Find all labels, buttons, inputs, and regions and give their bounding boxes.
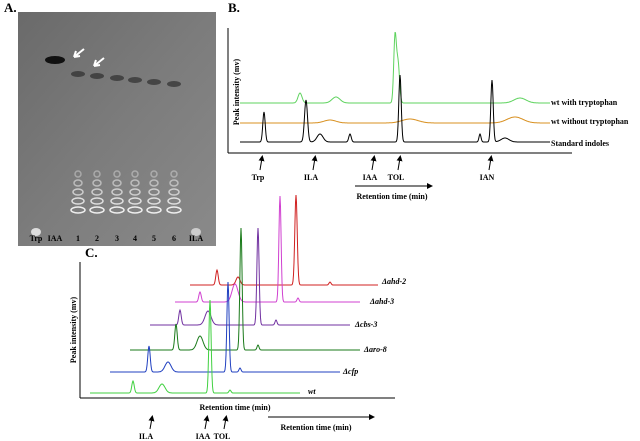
spot [111,188,123,196]
panel-label: C. [85,245,98,260]
trace [240,31,550,104]
spot [110,75,124,81]
arrow [222,415,229,430]
marker-label: IAA [363,173,378,182]
spot [70,206,86,214]
lane-label: 6 [172,234,176,243]
lane-label: 3 [115,234,119,243]
trace-label: Δcbs-3 [354,320,377,329]
trace [240,116,550,124]
trace [90,299,300,394]
arrow [73,48,85,58]
spot [127,206,143,214]
spot [92,179,102,187]
trace-label: wt without tryptophan [551,117,629,126]
trace [110,281,340,373]
panel-label: A. [4,0,17,15]
tlc-plate [18,12,216,246]
trace [175,195,360,303]
spot [90,73,104,79]
lane-label: ILA [189,234,203,243]
x-axis-label: Retention time (min) [356,192,427,201]
spot [72,188,84,196]
trace-label: Δaro-8 [363,345,387,354]
lane-label: IAA [48,234,63,243]
spot [147,197,161,205]
spot [167,81,181,87]
marker-label: TOL [214,432,231,441]
marker-label: ILA [304,173,318,182]
trace-label: Standard indoles [551,139,609,148]
arrow [148,415,155,430]
spot [71,197,85,205]
x-axis-label: Retention time (min) [199,403,270,412]
lane-label: 4 [133,234,137,243]
marker-label: IAN [480,173,495,182]
arrow [370,155,377,171]
spot [31,228,41,236]
spot [191,228,201,236]
lane-label: 5 [152,234,156,243]
spot [109,206,125,214]
spot [146,206,162,214]
spot [128,77,142,83]
spot [71,71,85,77]
trace [190,194,378,286]
trace [240,74,550,143]
marker-label: Trp [252,173,265,182]
spot [73,179,83,187]
spot [110,197,124,205]
trace-label: Δahd-3 [369,297,394,306]
trace [150,227,350,326]
arrow [487,155,494,171]
marker-label: ILA [139,432,153,441]
y-axis-label: Peak intensity (mv) [69,297,78,364]
spot [150,170,158,178]
trace [130,227,360,351]
lane-label: Trp [30,234,43,243]
lane-label: 2 [95,234,99,243]
spot [129,188,141,196]
spot [147,79,161,85]
arrow [396,155,403,171]
spot [166,206,182,214]
spot [130,179,140,187]
spot [170,170,178,178]
spot [168,188,180,196]
trace-label: wt with tryptophan [551,98,618,107]
marker-label: IAA [196,432,211,441]
spot [89,206,105,214]
spot [169,179,179,187]
trace-label: Δahd-2 [381,277,406,286]
spot [167,197,181,205]
spot [149,179,159,187]
spot [112,179,122,187]
spot [148,188,160,196]
spot [74,170,82,178]
spot [91,188,103,196]
tlc-spots [31,48,201,236]
trace-label: Δcfp [342,367,358,376]
marker-label: TOL [388,173,405,182]
panel-label: B. [228,0,240,15]
arrow [311,155,318,171]
spot [113,170,121,178]
trace-label: wt [308,387,316,396]
y-axis-label: Peak intensity (mv) [232,59,241,126]
arrow [258,155,265,171]
spot [90,197,104,205]
lane-label: 1 [76,234,80,243]
spot [45,56,65,64]
arrow [93,57,105,67]
spot [128,197,142,205]
x-axis-label: Retention time (min) [280,423,351,432]
arrow [203,415,210,430]
spot [93,170,101,178]
spot [131,170,139,178]
